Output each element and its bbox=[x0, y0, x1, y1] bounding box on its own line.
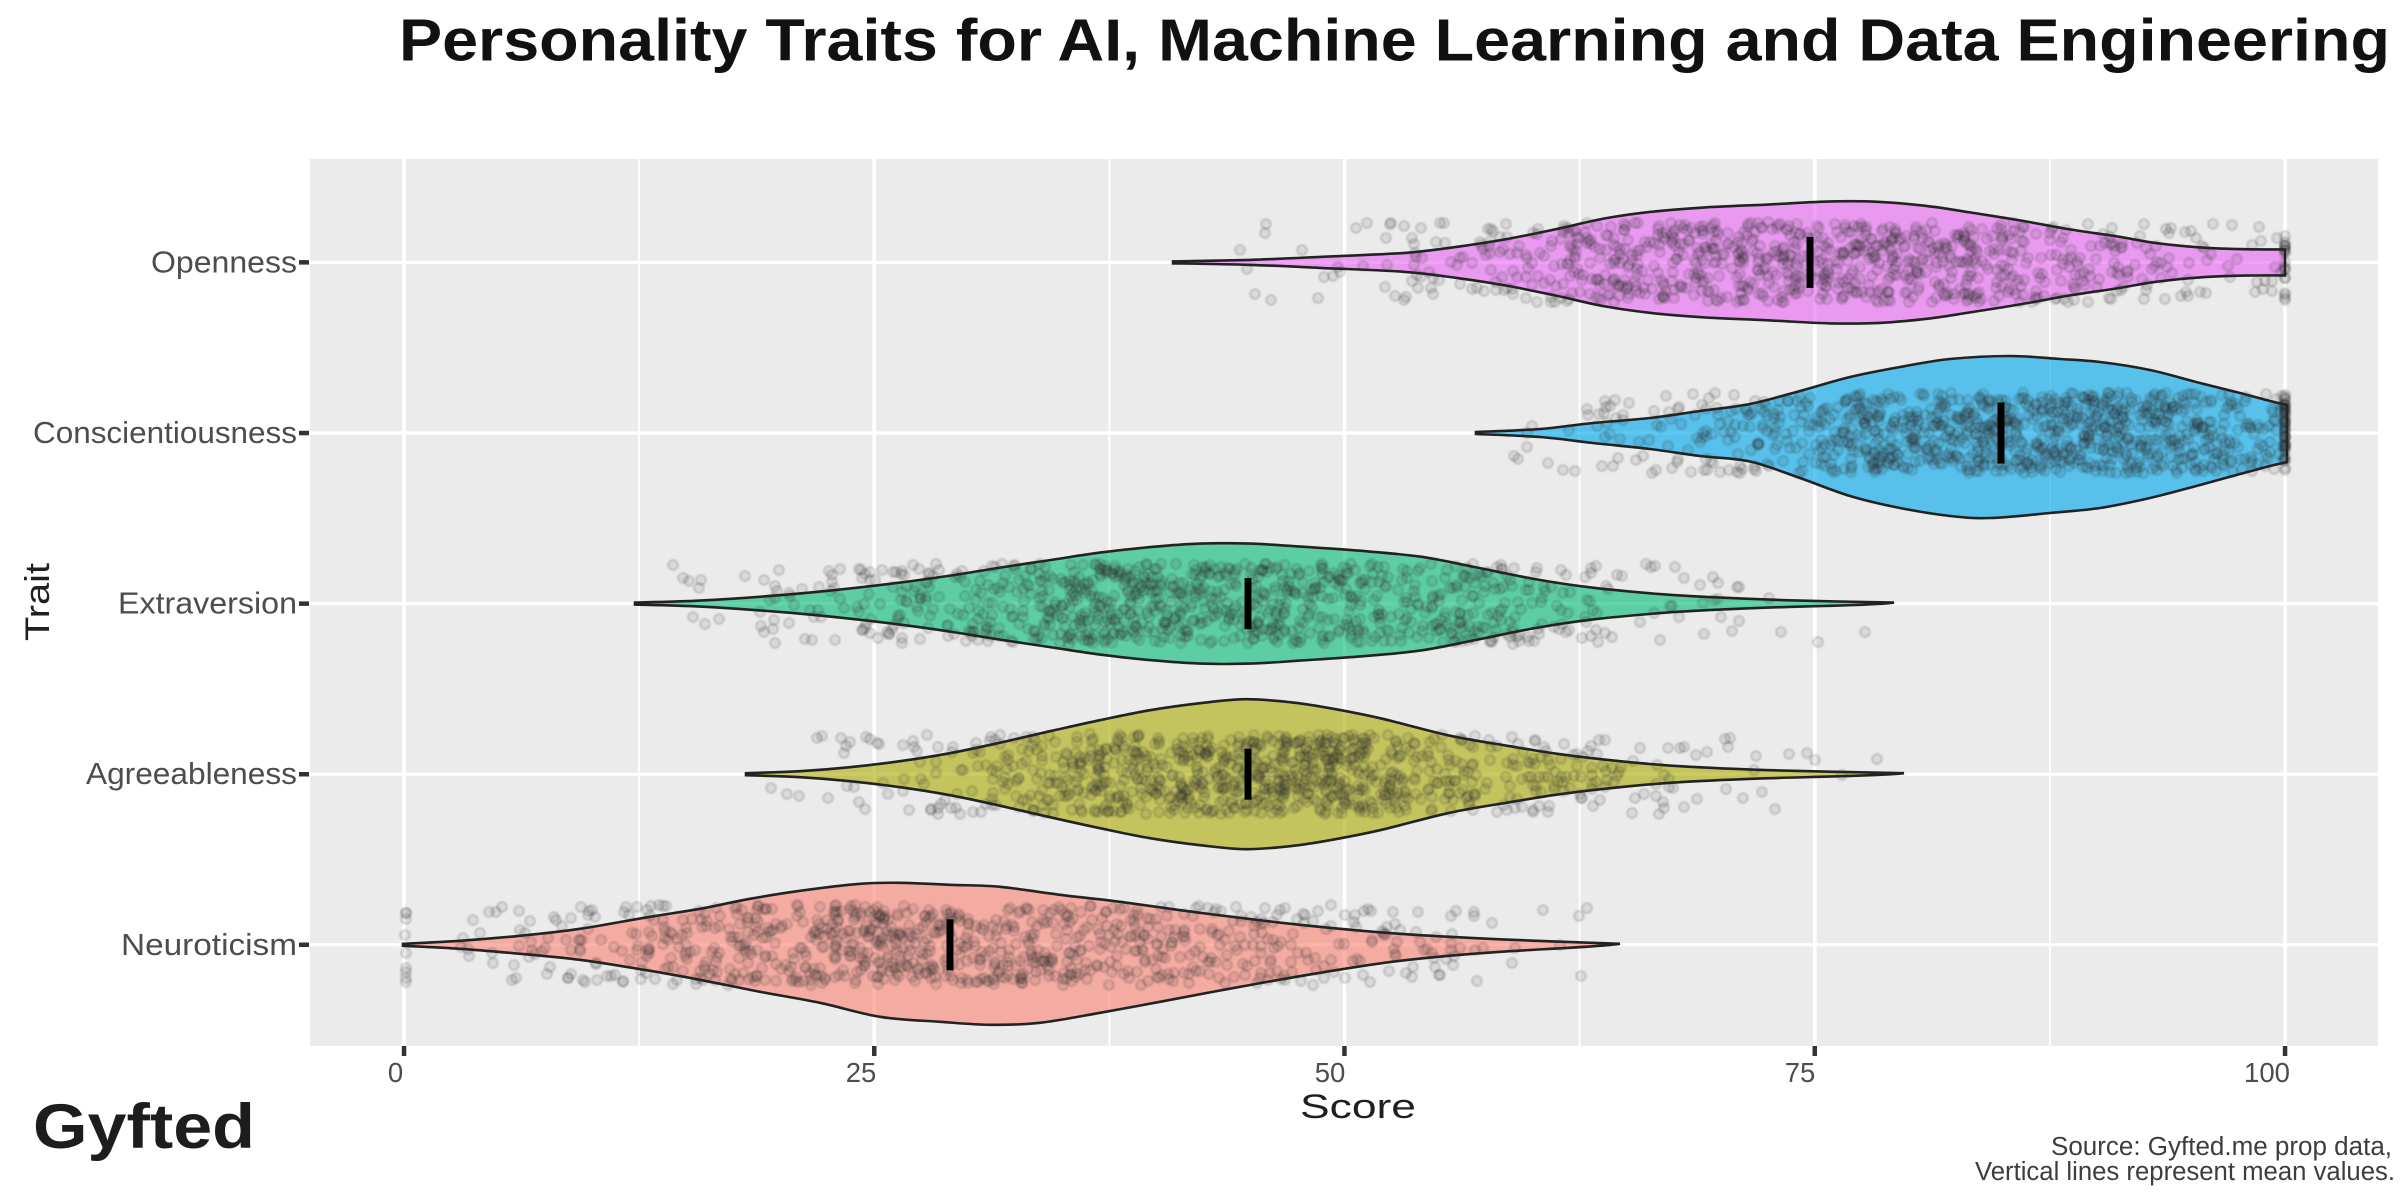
svg-text:Openness: Openness bbox=[151, 244, 297, 279]
svg-text:25: 25 bbox=[846, 1057, 877, 1088]
svg-text:Conscientiousness: Conscientiousness bbox=[33, 415, 297, 450]
svg-text:100: 100 bbox=[2244, 1057, 2290, 1088]
svg-text:Vertical lines represent mean: Vertical lines represent mean values. bbox=[1975, 1158, 2395, 1186]
svg-text:75: 75 bbox=[1785, 1057, 1816, 1088]
svg-text:Neuroticism: Neuroticism bbox=[121, 927, 297, 962]
svg-text:Personality Traits for AI, Mac: Personality Traits for AI, Machine Learn… bbox=[399, 8, 2390, 74]
svg-text:Extraversion: Extraversion bbox=[118, 586, 297, 621]
svg-text:Trait: Trait bbox=[19, 562, 57, 641]
svg-text:Gyfted: Gyfted bbox=[33, 1092, 255, 1162]
svg-text:Agreeableness: Agreeableness bbox=[86, 756, 297, 791]
svg-text:Source: Gyfted.me prop data,: Source: Gyfted.me prop data, bbox=[2051, 1133, 2392, 1161]
svg-text:0: 0 bbox=[388, 1057, 403, 1088]
svg-text:50: 50 bbox=[1315, 1057, 1346, 1088]
svg-text:Score: Score bbox=[1300, 1088, 1416, 1126]
